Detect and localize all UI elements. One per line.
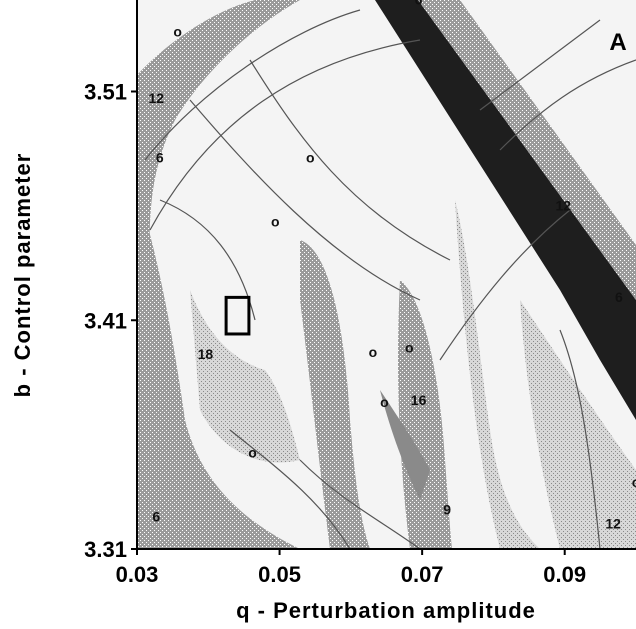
region-label: 6 [415, 0, 423, 8]
region-label: o [248, 445, 257, 461]
highlight-box [224, 295, 251, 336]
x-tick-label: 0.03 [116, 562, 159, 587]
region-label: o [632, 474, 636, 490]
region-label: o [173, 24, 182, 40]
region-label: 12 [605, 515, 621, 531]
lower-left-region [137, 190, 300, 549]
right-lobe [455, 200, 540, 549]
region-labels: o126oo612618ooo16o6912oo12o [148, 0, 636, 579]
x-axis-title: q - Perturbation amplitude [236, 598, 536, 623]
region-label: 16 [411, 392, 427, 408]
region-label: o [271, 213, 280, 229]
region-label: 6 [152, 509, 160, 525]
y-axis-title: b - Control parameter [10, 153, 35, 398]
region-label: o [405, 339, 414, 355]
x-axis-ticks: 0.03 0.05 0.07 0.09 [116, 549, 586, 587]
region-label: 9 [443, 502, 451, 518]
region-label: o [306, 149, 315, 165]
region-label: 18 [198, 346, 214, 362]
region-label: o [380, 394, 389, 410]
region-label: 6 [615, 289, 623, 305]
left-arc-band [137, 0, 300, 270]
plot-area: o126oo612618ooo16o6912oo12o A [137, 0, 636, 579]
region-label: 12 [555, 197, 571, 213]
center-dark-tongue [380, 390, 430, 500]
y-tick-label: 3.41 [84, 308, 127, 333]
y-tick-label: 3.31 [84, 537, 127, 562]
region-label: o [369, 344, 378, 360]
y-axis-ticks: 3.31 3.41 3.51 [84, 80, 137, 562]
center-lobe [300, 240, 370, 549]
cusp-region-left [190, 290, 300, 463]
right-lower-region [520, 300, 636, 549]
x-tick-label: 0.09 [543, 562, 586, 587]
region-label: o [376, 563, 385, 579]
x-tick-label: 0.07 [401, 562, 444, 587]
shaded-band-right [418, 0, 636, 300]
panel-label: A [609, 29, 626, 56]
region-label: 12 [148, 90, 164, 106]
region-label: 6 [156, 149, 164, 165]
region-label: 12 [273, 545, 289, 561]
x-tick-label: 0.05 [258, 562, 301, 587]
y-tick-label: 3.51 [84, 80, 127, 105]
